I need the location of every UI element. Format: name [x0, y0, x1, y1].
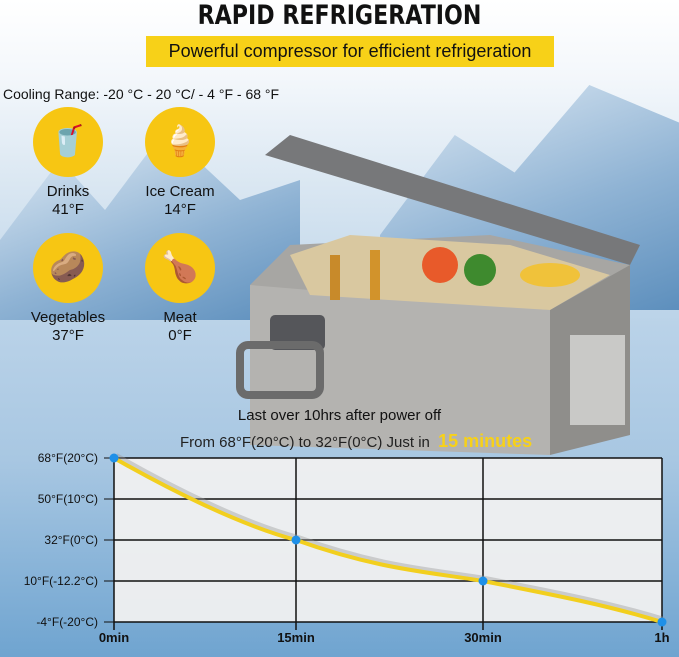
- subtitle-banner: Powerful compressor for efficient refrig…: [146, 36, 554, 67]
- series-shadow: [114, 453, 665, 623]
- y-tick-label: 68°F(20°C): [38, 451, 98, 465]
- x-tick-label: 30min: [464, 630, 502, 645]
- vegetables-icon: 🥔: [33, 233, 103, 303]
- y-tick-label: 50°F(10°C): [38, 492, 98, 506]
- y-tick-label: 10°F(-12.2°C): [24, 574, 98, 588]
- x-tick-label: 0min: [99, 630, 129, 645]
- feature-temp: 37°F: [52, 327, 84, 344]
- feature-temp: 41°F: [52, 201, 84, 218]
- feature-ice-cream: 🍦 Ice Cream 14°F: [125, 107, 235, 219]
- feature-name: Ice Cream: [145, 183, 215, 200]
- x-tick-label: 1h: [654, 630, 669, 645]
- data-point: [109, 453, 119, 463]
- data-point: [478, 576, 488, 586]
- cooling-range: Cooling Range: -20 °C - 20 °C/ - 4 °F - …: [3, 86, 280, 102]
- feature-meat: 🍗 Meat 0°F: [125, 233, 235, 345]
- chart-subheading: From 68°F(20°C) to 32°F(0°C) Just in 15 …: [180, 431, 532, 452]
- portable-fridge-image: [236, 135, 640, 455]
- feature-name: Drinks: [46, 183, 90, 200]
- x-tick-label: 15min: [277, 630, 315, 645]
- data-point: [291, 535, 301, 545]
- series-line: [113, 456, 663, 624]
- feature-temp: 0°F: [168, 327, 192, 344]
- feature-name: Vegetables: [30, 309, 106, 326]
- y-tick-label: -4°F(-20°C): [36, 615, 98, 629]
- feature-temp: 14°F: [164, 201, 196, 218]
- chart-subheading-text: From 68°F(20°C) to 32°F(0°C) Just in: [180, 434, 430, 451]
- meat-drumstick-icon: 🍗: [145, 233, 215, 303]
- chart-heading: Last over 10hrs after power off: [237, 407, 442, 424]
- feature-drinks: 🥤 Drinks 41°F: [13, 107, 123, 219]
- feature-vegetables: 🥔 Vegetables 37°F: [13, 233, 123, 345]
- ice-cream-icon: 🍦: [145, 107, 215, 177]
- feature-name: Meat: [163, 309, 197, 326]
- y-tick-label: 32°F(0°C): [44, 533, 98, 547]
- data-point: [657, 617, 667, 627]
- page-title: RAPID REFRIGERATION: [197, 0, 482, 31]
- drink-cup-icon: 🥤: [33, 107, 103, 177]
- chart-highlight: 15 minutes: [438, 431, 533, 451]
